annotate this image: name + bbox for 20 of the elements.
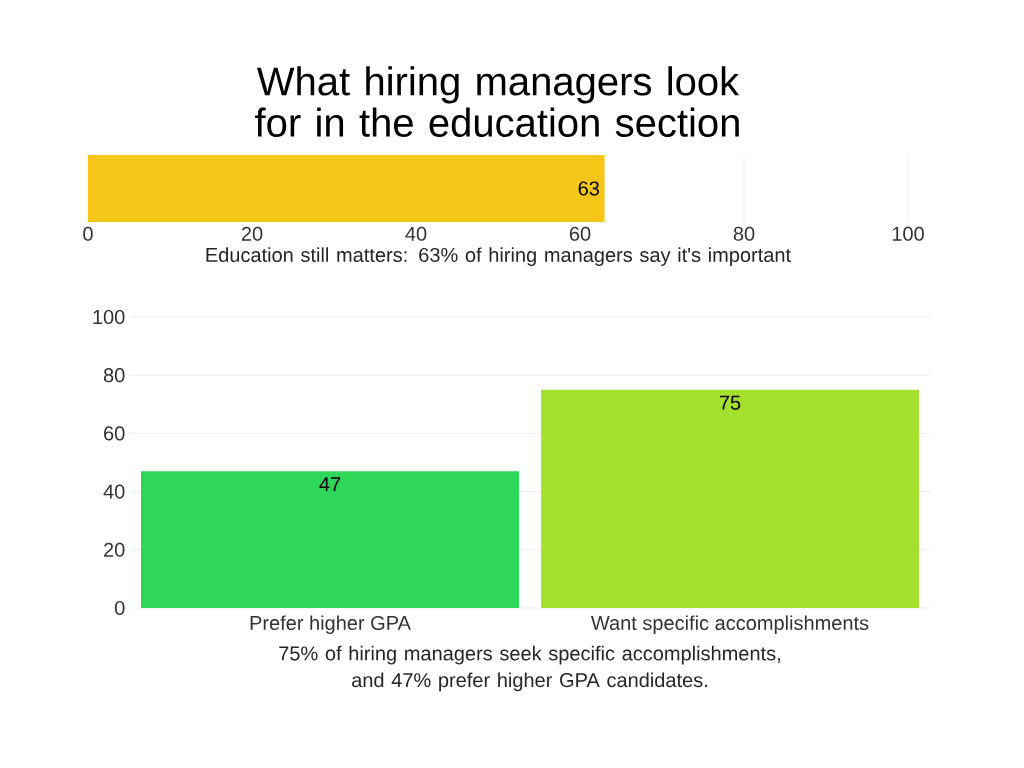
y-tick-label: 20	[104, 542, 125, 557]
x-tick-label: Want specific accomplishments	[590, 615, 869, 635]
y-tick-label: 40	[103, 484, 125, 499]
data-label: 47	[319, 477, 341, 492]
x-tick-label: 100	[892, 226, 924, 241]
data-label: 63	[578, 181, 600, 196]
x-tick-label: 40	[405, 226, 427, 241]
x-tick-label: 20	[241, 226, 263, 241]
y-tick-label: 0	[114, 600, 125, 616]
x-tick-label: 80	[733, 226, 755, 241]
y-tick-label: 60	[104, 426, 125, 441]
x-tick-label: 60	[569, 226, 591, 241]
y-tick-label: 80	[103, 368, 125, 383]
chart-title: What hiring managers look for in the education section	[255, 66, 740, 137]
x-axis-title: 75% of hiring managers seek specific accomplishments, and 47% prefer higher GPA candidates.	[279, 645, 780, 692]
y-tick-label: 100	[93, 309, 125, 325]
x-axis-title: Education still matters: 63% of hiring managers say it's important	[206, 247, 791, 266]
x-tick-label: 0	[83, 226, 93, 241]
data-label: 75	[719, 395, 741, 410]
x-tick-label: Prefer higher GPA	[250, 615, 411, 635]
